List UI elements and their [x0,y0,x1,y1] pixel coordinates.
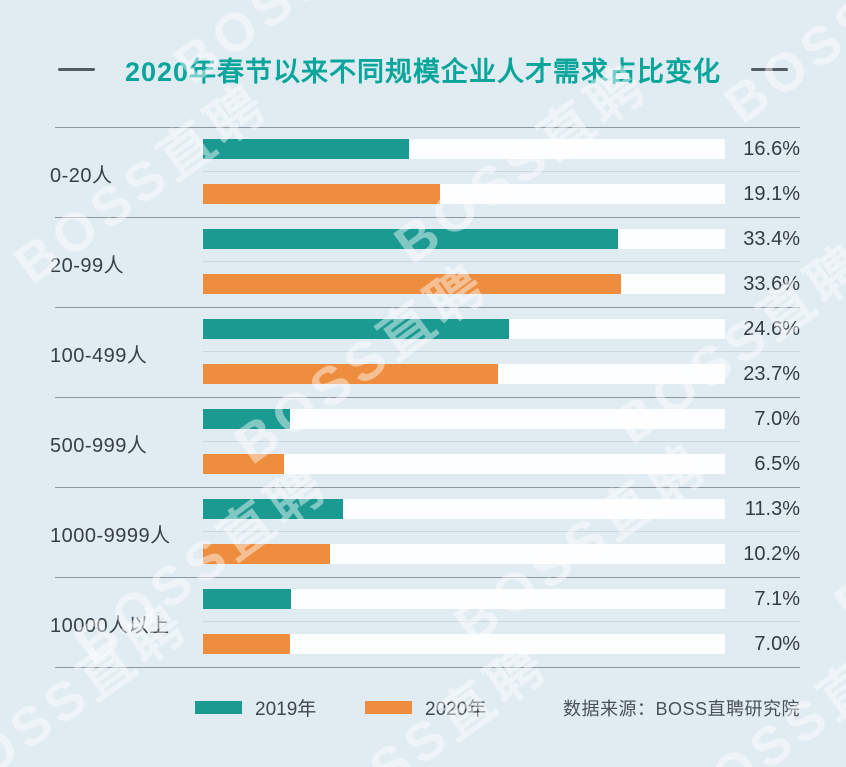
bar-track-2020 [203,274,725,294]
bar-track-2019 [203,589,725,609]
category-label: 10000人以上 [50,614,170,637]
category-row: 10000人以上 7.1% 7.0% [0,577,846,668]
value-label-2020: 7.0% [754,633,800,655]
bar-fill-2020 [203,274,621,294]
bar-track-2019 [203,139,725,159]
row-divider [55,307,800,308]
legend-label-2019: 2019年 [255,699,317,720]
category-row: 20-99人 33.4% 33.6% [0,217,846,308]
bar-fill-2019 [203,139,410,159]
row-midline [203,261,800,262]
value-label-2019: 24.6% [743,318,800,340]
category-row: 0-20人 16.6% 19.1% [0,127,846,218]
legend-swatch-2019 [195,701,242,714]
legend: 2019年 2020年 数据来源：BOSS直聘研究院 [0,694,846,720]
bar-track-2020 [203,364,725,384]
row-divider [55,667,800,668]
title-right-dash [751,68,789,71]
row-midline [203,171,800,172]
value-label-2019: 7.1% [754,588,800,610]
bar-fill-2019 [203,499,344,519]
bar-track-2020 [203,544,725,564]
row-divider [55,127,800,128]
category-label: 1000-9999人 [50,524,171,547]
value-label-2019: 16.6% [743,138,800,160]
legend-swatch-2020 [365,701,412,714]
bar-fill-2020 [203,634,290,654]
value-label-2020: 6.5% [754,453,800,475]
legend-item-2019: 2019年 [195,694,316,721]
bar-track-2019 [203,229,725,249]
row-divider [55,217,800,218]
value-label-2019: 11.3% [744,498,800,520]
bar-fill-2019 [203,229,619,249]
bar-fill-2019 [203,409,290,429]
bar-track-2020 [203,634,725,654]
category-label: 20-99人 [50,254,125,277]
value-label-2020: 33.6% [743,273,800,295]
row-midline [203,621,800,622]
row-divider [55,397,800,398]
bar-fill-2020 [203,454,284,474]
bar-track-2019 [203,319,725,339]
bar-track-2019 [203,499,725,519]
category-row: 100-499人 24.6% 23.7% [0,307,846,398]
title-left-dash [57,68,95,71]
bar-chart: 0-20人 16.6% 19.1% 20-99人 33.4% 33.6% 100-499人 2… [0,127,846,668]
chart-title: 2020年春节以来不同规模企业人才需求占比变化 [124,57,722,87]
bar-track-2019 [203,409,725,429]
bar-track-2020 [203,454,725,474]
row-midline [203,441,800,442]
row-midline [203,531,800,532]
category-label: 500-999人 [50,434,148,457]
bar-fill-2019 [203,319,509,339]
category-label: 0-20人 [50,164,113,187]
category-row: 500-999人 7.0% 6.5% [0,397,846,488]
row-midline [203,351,800,352]
value-label-2019: 33.4% [743,228,800,250]
bar-track-2020 [203,184,725,204]
value-label-2020: 23.7% [743,363,800,385]
legend-label-2020: 2020年 [425,699,487,720]
value-label-2020: 10.2% [743,543,800,565]
value-label-2020: 19.1% [743,183,800,205]
row-divider [55,487,800,488]
value-label-2019: 7.0% [754,408,800,430]
bar-fill-2020 [203,364,498,384]
bar-fill-2020 [203,184,441,204]
bar-fill-2019 [203,589,292,609]
chart-title-row: 2020年春节以来不同规模企业人才需求占比变化 [0,50,846,89]
category-label: 100-499人 [50,344,148,367]
category-row: 1000-9999人 11.3% 10.2% [0,487,846,578]
legend-item-2020: 2020年 [365,694,486,721]
row-divider [55,577,800,578]
data-source: 数据来源：BOSS直聘研究院 [562,699,800,719]
bar-fill-2020 [203,544,330,564]
